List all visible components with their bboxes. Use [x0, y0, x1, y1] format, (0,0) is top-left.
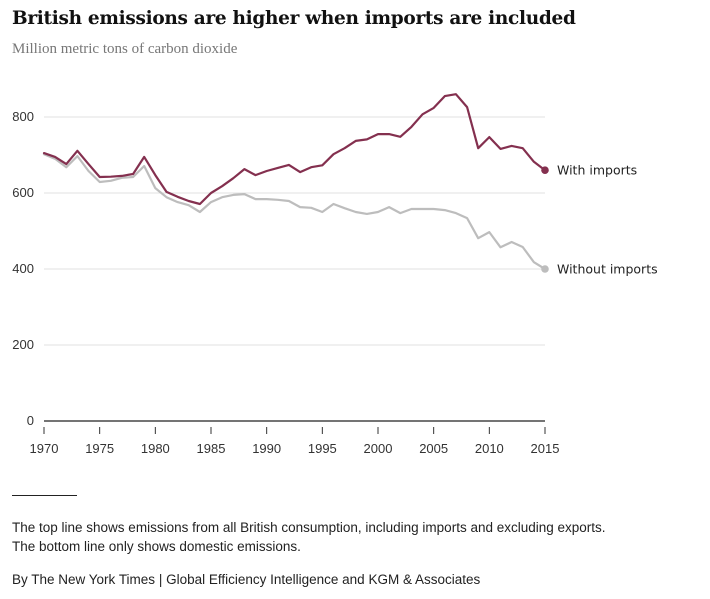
x-tick-label-2005: 2005	[419, 441, 448, 456]
x-tick-label-2015: 2015	[531, 441, 560, 456]
series-label-with-imports: With imports	[557, 163, 637, 178]
x-axis: 1970 1975 1980 1985 1990 1995 2000 2005 2010 2015	[30, 420, 560, 456]
chart-credit: By The New York Times | Global Efficienc…	[12, 572, 481, 587]
series-endpoint-without-imports	[541, 265, 549, 273]
x-tick-label-1990: 1990	[252, 441, 281, 456]
y-tick-label-400: 400	[12, 261, 34, 276]
series-endpoint-with-imports	[541, 166, 549, 174]
chart-title: British emissions are higher when import…	[12, 8, 576, 29]
series-line-without-imports	[42, 153, 547, 271]
series-line-with-imports	[42, 93, 547, 206]
y-axis: 0 200 400 600 800	[12, 109, 34, 428]
y-tick-label-600: 600	[12, 185, 34, 200]
x-tick-label-2010: 2010	[475, 441, 504, 456]
series-label-without-imports: Without imports	[557, 262, 658, 277]
chart-note: The top line shows emissions from all Br…	[12, 518, 702, 556]
series-lines	[42, 93, 549, 273]
footer-divider	[12, 495, 77, 496]
chart-subtitle: Million metric tons of carbon dioxide	[12, 41, 238, 57]
y-tick-label-800: 800	[12, 109, 34, 124]
x-tick-label-1970: 1970	[30, 441, 59, 456]
line-chart: 0 200 400 600 800 1970 1975 1980 1985 1990 1995 20…	[12, 93, 658, 456]
note-line-2: The bottom line only shows domestic emis…	[12, 539, 301, 554]
x-tick-label-1985: 1985	[197, 441, 226, 456]
gridlines	[44, 116, 545, 346]
x-tick-label-1975: 1975	[85, 441, 114, 456]
x-tick-label-1995: 1995	[308, 441, 337, 456]
y-tick-label-200: 200	[12, 337, 34, 352]
series-labels: Without imports With imports	[557, 163, 658, 277]
x-tick-label-2000: 2000	[364, 441, 393, 456]
y-tick-label-0: 0	[27, 413, 34, 428]
x-tick-label-1980: 1980	[141, 441, 170, 456]
note-line-1: The top line shows emissions from all Br…	[12, 520, 606, 535]
